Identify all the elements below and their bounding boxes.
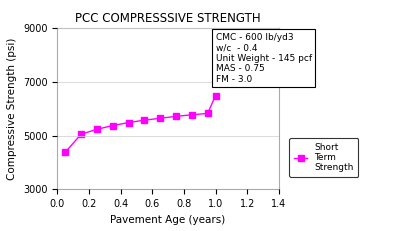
Short
Term
Strength xyxy=(79,133,83,136)
Short
Term
Strength xyxy=(142,119,146,122)
Short
Term
Strength xyxy=(126,121,131,124)
Short
Term
Strength xyxy=(173,115,178,118)
X-axis label: Pavement Age (years): Pavement Age (years) xyxy=(110,215,225,225)
Short
Term
Strength xyxy=(63,151,67,154)
Y-axis label: Compressive Strength (psi): Compressive Strength (psi) xyxy=(7,37,18,180)
Short
Term
Strength xyxy=(213,94,218,97)
Line: Short
Term
Strength: Short Term Strength xyxy=(63,93,218,155)
Short
Term
Strength xyxy=(110,124,115,127)
Short
Term
Strength xyxy=(94,128,99,131)
Short
Term
Strength xyxy=(189,113,194,116)
Short
Term
Strength xyxy=(157,117,162,120)
Legend: Short
Term
Strength: Short Term Strength xyxy=(288,138,357,177)
Title: PCC COMPRESSSIVE STRENGTH: PCC COMPRESSSIVE STRENGTH xyxy=(75,12,260,25)
Text: CMC - 600 lb/yd3
w/c  - 0.4
Unit Weight - 145 pcf
MAS - 0.75
FM - 3.0: CMC - 600 lb/yd3 w/c - 0.4 Unit Weight -… xyxy=(215,33,311,84)
Short
Term
Strength xyxy=(204,112,209,115)
